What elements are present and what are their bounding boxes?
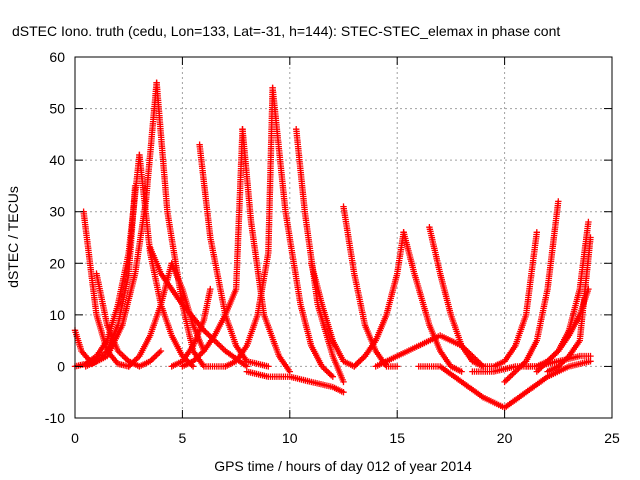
data-series — [426, 224, 487, 370]
data-point-markers — [415, 358, 594, 411]
data-point-markers — [93, 270, 165, 370]
x-tick-label: 10 — [282, 430, 298, 446]
data-series — [179, 126, 246, 370]
x-tick-label: 25 — [604, 430, 620, 446]
y-tick-label: 60 — [49, 49, 65, 65]
data-point-markers — [243, 368, 347, 396]
data-series — [147, 244, 250, 370]
data-point-markers — [147, 244, 250, 370]
data-series — [93, 270, 165, 370]
y-tick-label: 10 — [49, 307, 65, 323]
data-point-markers — [400, 229, 465, 375]
y-tick-label: 20 — [49, 255, 65, 271]
x-axis-label: GPS time / hours of day 012 of year 2014 — [214, 458, 472, 474]
x-tick-label: 0 — [71, 430, 79, 446]
data-series — [269, 84, 336, 380]
x-tick-label: 15 — [389, 430, 405, 446]
y-tick-label: 50 — [49, 101, 65, 117]
y-tick-label: 40 — [49, 152, 65, 168]
data-series — [501, 198, 562, 386]
data-series — [168, 285, 214, 370]
data-point-markers — [222, 84, 276, 370]
tick-labels: 0 5 10 15 20 25 -10 0 10 20 30 40 50 60 — [45, 49, 620, 446]
data-point-markers — [153, 79, 229, 370]
data-point-markers — [196, 141, 272, 370]
data-series — [415, 358, 594, 411]
data-point-markers — [469, 352, 594, 375]
ticks — [74, 56, 613, 419]
data-point-markers — [544, 234, 594, 375]
data-series — [196, 141, 272, 370]
data-series — [544, 234, 594, 375]
plot-frame — [74, 56, 613, 419]
data-point-markers — [479, 229, 540, 370]
data-series — [153, 79, 229, 370]
data-point-markers — [179, 126, 246, 370]
chart-title: dSTEC Iono. truth (cedu, Lon=133, Lat=-3… — [12, 23, 560, 39]
y-axis-label: dSTEC / TECUs — [5, 186, 21, 288]
data-series — [351, 229, 407, 370]
data-point-markers — [269, 84, 336, 380]
data-series — [469, 352, 594, 375]
data-point-markers — [351, 229, 407, 370]
data-series — [243, 368, 347, 396]
data-point-markers — [501, 198, 562, 386]
x-tick-label: 20 — [497, 430, 513, 446]
data-series — [479, 229, 540, 370]
data-series — [222, 84, 276, 370]
y-tick-label: 0 — [57, 358, 65, 374]
x-tick-label: 5 — [179, 430, 187, 446]
data-point-markers — [426, 224, 487, 370]
data-layer — [71, 79, 594, 411]
data-point-markers — [168, 285, 214, 370]
data-series — [400, 229, 465, 375]
y-tick-label: 30 — [49, 204, 65, 220]
y-tick-label: -10 — [45, 410, 65, 426]
